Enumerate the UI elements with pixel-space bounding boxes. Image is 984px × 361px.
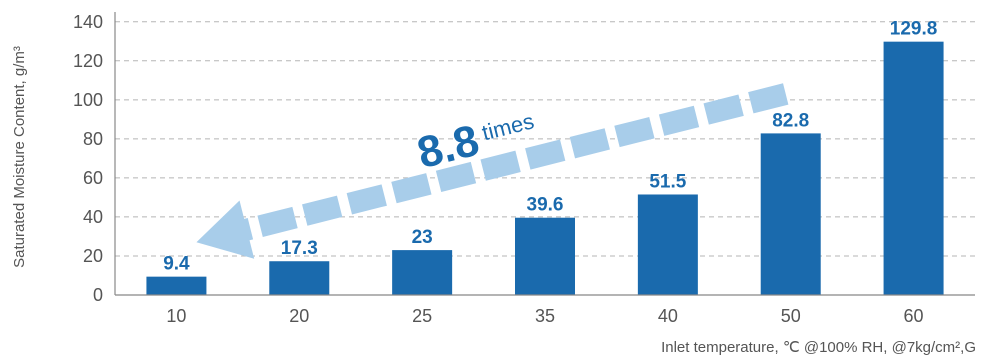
- y-tick-label: 80: [83, 129, 103, 149]
- bar: [883, 41, 944, 296]
- value-label: 39.6: [527, 195, 564, 216]
- x-tick-label: 25: [412, 306, 432, 326]
- bar: [146, 276, 207, 295]
- bar: [760, 133, 821, 295]
- x-tick-label: 20: [289, 306, 309, 326]
- x-tick-label: 60: [904, 306, 924, 326]
- x-tick-label: 40: [658, 306, 678, 326]
- x-tick-label: 35: [535, 306, 555, 326]
- value-label: 23: [412, 227, 433, 248]
- ratio-annotation: 8.8 times: [413, 108, 537, 178]
- x-tick-label: 10: [166, 306, 186, 326]
- y-tick-label: 40: [83, 207, 103, 227]
- arrow-shaft: [242, 83, 789, 241]
- value-label: 82.8: [772, 110, 809, 131]
- y-tick-label: 0: [93, 285, 103, 305]
- trend-arrow: [196, 83, 789, 259]
- y-tick-labels: 0 20 40 60 80 100 120 140: [73, 12, 103, 305]
- y-tick-label: 140: [73, 12, 103, 32]
- value-label: 51.5: [649, 171, 686, 192]
- bar: [269, 261, 330, 295]
- value-label: 129.8: [890, 19, 938, 40]
- y-tick-label: 120: [73, 51, 103, 71]
- ratio-unit: times: [479, 108, 536, 145]
- x-tick-label: 50: [781, 306, 801, 326]
- bars: [146, 41, 944, 296]
- arrow-head: [196, 200, 255, 259]
- value-label: 17.3: [281, 238, 318, 259]
- y-tick-label: 100: [73, 90, 103, 110]
- value-labels: 9.4 17.3 23 39.6 51.5 82.8 129.8: [163, 19, 937, 275]
- ratio-value: 8.8: [413, 116, 484, 178]
- x-axis-label: Inlet temperature, ℃ @100% RH, @7kg/cm²,…: [661, 339, 976, 356]
- value-label: 9.4: [163, 254, 190, 275]
- y-tick-label: 60: [83, 168, 103, 188]
- y-axis-label: Saturated Moisture Content, g/m³: [11, 46, 28, 268]
- x-tick-labels: 10 20 25 35 40 50 60: [166, 306, 923, 326]
- bar: [515, 217, 575, 295]
- bar: [392, 250, 453, 295]
- bar: [637, 194, 698, 295]
- y-tick-label: 20: [83, 246, 103, 266]
